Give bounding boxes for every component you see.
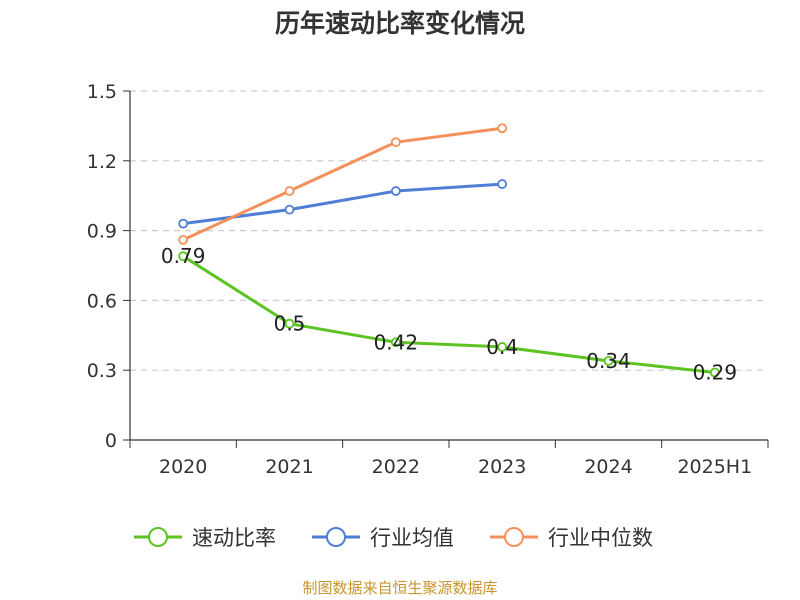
- x-tick-label: 2023: [478, 456, 526, 478]
- data-point: [390, 186, 401, 196]
- series-line: [182, 126, 503, 242]
- legend-label: 行业均值: [370, 526, 454, 550]
- x-tick-label: 2024: [584, 456, 632, 478]
- x-tick-label: 2020: [159, 456, 207, 478]
- data-point: [178, 251, 189, 262]
- data-point: [178, 235, 189, 245]
- data-point: [497, 179, 508, 189]
- data-label: 0.42: [374, 330, 419, 354]
- data-label: 0.29: [693, 361, 738, 385]
- data-label: 0.5: [274, 312, 306, 336]
- y-tick-label: 1.2: [87, 151, 117, 173]
- data-point: [284, 186, 295, 196]
- data-point: [709, 367, 720, 378]
- chart-title: 历年速动比率变化情况: [274, 9, 525, 38]
- y-tick-label: 1.5: [87, 81, 117, 103]
- x-tick-label: 2022: [372, 456, 420, 478]
- y-tick-label: 0: [105, 430, 117, 452]
- grid-lines: [130, 90, 768, 371]
- source-note: 制图数据来自恒生聚源数据库: [302, 579, 498, 597]
- y-tick-label: 0.3: [87, 360, 117, 382]
- data-point: [603, 355, 614, 366]
- data-point: [178, 218, 189, 229]
- legend-label: 行业中位数: [548, 526, 653, 550]
- y-tick-label: 0.6: [87, 290, 117, 312]
- x-tick-label: 2021: [265, 456, 313, 478]
- data-point: [390, 137, 401, 148]
- data-point: [284, 318, 295, 329]
- series-line: [182, 254, 715, 375]
- data-point: [497, 342, 508, 352]
- data-label: 0.4: [486, 335, 518, 359]
- data-point: [390, 337, 401, 348]
- legend-label: 速动比率: [192, 526, 276, 550]
- series-layer: [178, 123, 720, 378]
- y-tick-label: 0.9: [87, 221, 117, 243]
- legend-marker: [148, 527, 168, 547]
- legend-marker: [504, 527, 524, 547]
- data-point: [284, 204, 295, 215]
- legend: 速动比率 行业均值 行业中位数: [134, 526, 653, 550]
- axes: 0 0.3 0.6 0.9 1.2 1.5 2020 2021 2022 2023 2024 2025…: [87, 81, 769, 478]
- data-labels: 0.79 0.5 0.42 0.4 0.34 0.29: [161, 244, 737, 384]
- data-label: 0.79: [161, 244, 206, 268]
- data-label: 0.34: [586, 349, 631, 373]
- legend-marker: [326, 527, 346, 547]
- data-point: [497, 123, 508, 134]
- x-tick-label: 2025H1: [677, 456, 752, 478]
